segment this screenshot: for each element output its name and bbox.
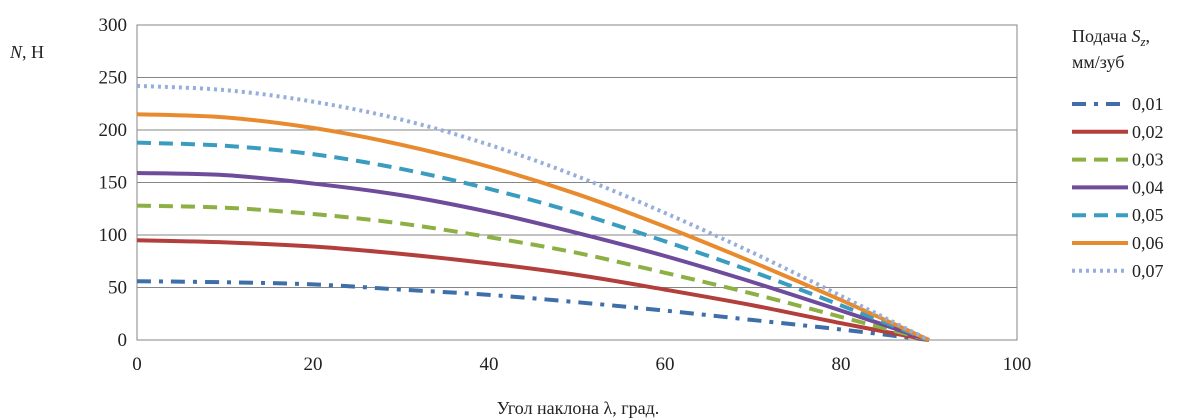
legend-title-var: S <box>1131 26 1140 46</box>
x-tick-label: 0 <box>132 354 142 375</box>
x-tick-label: 80 <box>832 354 851 375</box>
x-axis-ticks: 0 20 40 60 80 100 <box>132 354 1031 375</box>
y-tick-label: 250 <box>99 68 128 89</box>
series-line-0 <box>136 279 930 342</box>
y-tick-label: 50 <box>108 278 127 299</box>
legend-title-suffix: , <box>1146 26 1151 46</box>
legend-label-3: 0,04 <box>1132 177 1164 197</box>
y-axis-label-var: N <box>9 42 23 62</box>
x-tick-label: 20 <box>304 354 323 375</box>
data-series <box>136 83 930 342</box>
y-axis-label-rest: , Н <box>22 42 44 62</box>
y-axis-label: N, Н <box>9 42 44 62</box>
y-tick-label: 300 <box>99 15 128 36</box>
y-tick-label: 0 <box>118 330 128 351</box>
x-axis-label: Угол наклона λ, град. <box>497 398 660 418</box>
legend: 0,01 0,02 0,03 0,04 0,05 0,06 0,07 <box>1072 94 1164 281</box>
legend-label-1: 0,02 <box>1132 122 1164 142</box>
y-tick-label: 100 <box>99 225 128 246</box>
series-line-4 <box>136 140 930 342</box>
legend-title-prefix: Подача <box>1072 26 1131 46</box>
legend-label-5: 0,06 <box>1132 233 1164 253</box>
y-axis-ticks: 0 50 100 150 200 250 300 <box>99 15 128 351</box>
y-tick-label: 200 <box>99 120 128 141</box>
legend-label-0: 0,01 <box>1132 94 1164 114</box>
x-tick-label: 60 <box>656 354 675 375</box>
x-tick-label: 100 <box>1003 354 1032 375</box>
x-tick-label: 40 <box>480 354 499 375</box>
legend-title-sub: z <box>1139 34 1145 49</box>
legend-title-line1: Подача Sz, <box>1072 26 1150 49</box>
series-line-1 <box>136 238 930 342</box>
gridlines <box>137 24 1017 341</box>
series-line-3 <box>136 171 930 342</box>
legend-label-6: 0,07 <box>1132 261 1164 281</box>
legend-label-2: 0,03 <box>1132 150 1164 170</box>
series-line-5 <box>136 112 930 342</box>
plot-area-border <box>136 24 1018 341</box>
y-tick-label: 150 <box>99 173 128 194</box>
legend-title-line2: мм/зуб <box>1072 52 1124 72</box>
legend-label-4: 0,05 <box>1132 205 1164 225</box>
plot-border <box>136 24 1018 341</box>
series-line-2 <box>136 203 930 342</box>
